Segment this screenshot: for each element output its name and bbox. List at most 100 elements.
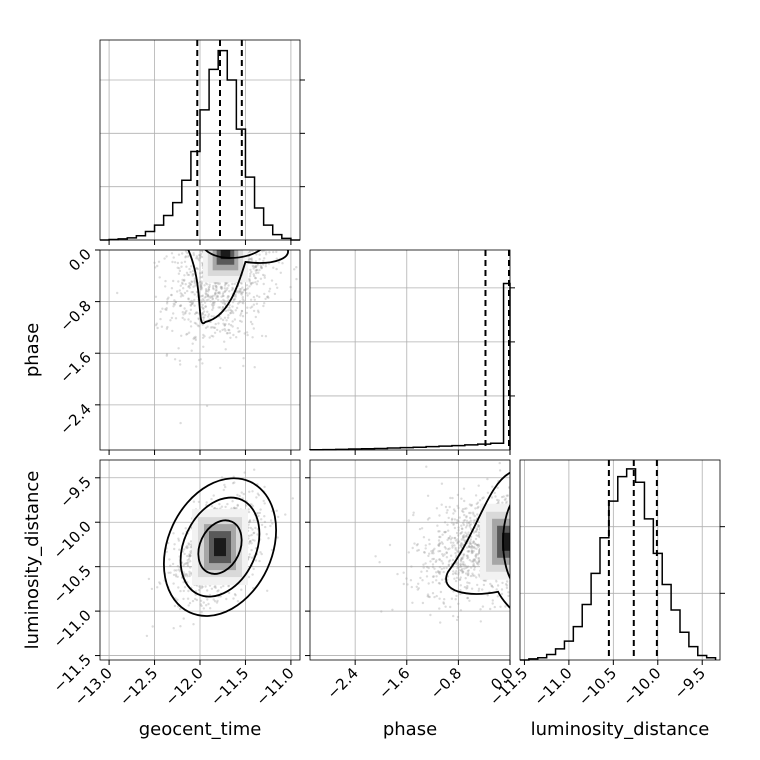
- scatter-point: [158, 276, 161, 279]
- scatter-point: [231, 310, 234, 313]
- scatter-point: [169, 564, 172, 567]
- scatter-point: [209, 300, 212, 303]
- scatter-point: [388, 543, 392, 547]
- scatter-point: [194, 338, 197, 342]
- scatter-point: [170, 293, 173, 297]
- scatter-point: [456, 549, 459, 552]
- scatter-point: [468, 599, 471, 602]
- scatter-point: [453, 526, 457, 530]
- scatter-point: [470, 545, 473, 548]
- scatter-point: [466, 569, 470, 573]
- scatter-point: [463, 536, 466, 539]
- scatter-point: [477, 552, 481, 555]
- scatter-point: [247, 257, 251, 261]
- scatter-point: [284, 513, 287, 516]
- scatter-point: [225, 597, 228, 601]
- scatter-point: [235, 290, 239, 293]
- scatter-point: [461, 527, 464, 531]
- scatter-point: [252, 273, 255, 276]
- scatter-point: [250, 305, 254, 308]
- scatter-point: [242, 492, 245, 496]
- scatter-point: [465, 507, 468, 510]
- scatter-point: [207, 295, 210, 298]
- scatter-point: [254, 276, 257, 280]
- scatter-point: [472, 541, 475, 545]
- scatter-point: [493, 491, 496, 495]
- scatter-point: [475, 502, 478, 506]
- scatter-point: [247, 510, 251, 514]
- scatter-point: [456, 538, 459, 541]
- scatter-point: [459, 584, 462, 587]
- scatter-point: [437, 543, 440, 546]
- scatter-point: [422, 563, 425, 566]
- scatter-point: [240, 291, 244, 295]
- scatter-point: [235, 291, 238, 294]
- scatter-point: [468, 558, 471, 562]
- scatter-point: [202, 316, 206, 319]
- scatter-point: [234, 293, 237, 296]
- x-axis-title-geocent-time: geocent_time: [139, 719, 262, 740]
- x-tick-label-phase: −2.4: [323, 664, 361, 702]
- scatter-point: [268, 251, 271, 254]
- scatter-point: [459, 545, 463, 548]
- scatter-point: [470, 503, 473, 507]
- scatter-point: [476, 562, 479, 565]
- scatter-point: [469, 542, 472, 545]
- scatter-point: [440, 482, 444, 485]
- scatter-point: [237, 330, 240, 333]
- scatter-point: [439, 621, 442, 624]
- scatter-point: [187, 561, 190, 564]
- scatter-point: [252, 567, 255, 571]
- scatter-point: [456, 519, 459, 522]
- scatter-point: [452, 512, 455, 515]
- scatter-point: [446, 509, 449, 512]
- scatter-point: [223, 340, 226, 343]
- scatter-point: [216, 590, 219, 593]
- scatter-point: [209, 326, 213, 329]
- scatter-point: [247, 508, 250, 511]
- scatter-point: [214, 285, 218, 288]
- scatter-point: [249, 268, 252, 272]
- scatter-point: [463, 499, 466, 503]
- scatter-point: [493, 605, 496, 609]
- scatter-point: [449, 538, 453, 541]
- scatter-point: [254, 269, 257, 272]
- scatter-point: [166, 325, 169, 329]
- scatter-point: [458, 540, 461, 543]
- scatter-point: [158, 581, 161, 584]
- scatter-point: [179, 304, 182, 307]
- scatter-point: [217, 298, 220, 302]
- scatter-point: [185, 271, 189, 274]
- scatter-point: [172, 256, 175, 259]
- scatter-point: [446, 523, 449, 526]
- scatter-point: [200, 286, 204, 290]
- scatter-point: [182, 597, 185, 601]
- scatter-point: [219, 586, 223, 589]
- contour-line: [179, 496, 261, 598]
- scatter-point: [251, 264, 254, 268]
- scatter-point: [295, 277, 298, 281]
- scatter-point: [248, 540, 251, 543]
- scatter-point: [190, 280, 193, 283]
- scatter-point: [474, 494, 478, 497]
- scatter-point: [180, 334, 183, 337]
- scatter-point: [225, 282, 228, 285]
- scatter-point: [235, 306, 239, 310]
- scatter-point: [200, 271, 204, 275]
- scatter-point: [448, 535, 452, 538]
- scatter-point: [256, 533, 259, 536]
- scatter-point: [457, 573, 460, 576]
- scatter-point: [165, 255, 168, 258]
- scatter-point: [442, 567, 446, 570]
- scatter-point: [179, 421, 182, 425]
- scatter-point: [454, 572, 458, 575]
- scatter-point: [246, 294, 249, 297]
- scatter-point: [506, 494, 509, 497]
- scatter-point: [167, 571, 170, 574]
- scatter-point: [207, 290, 210, 293]
- scatter-point: [201, 312, 204, 315]
- scatter-point: [189, 560, 192, 563]
- scatter-point: [205, 404, 209, 408]
- scatter-point: [166, 541, 170, 545]
- scatter-point: [175, 569, 178, 572]
